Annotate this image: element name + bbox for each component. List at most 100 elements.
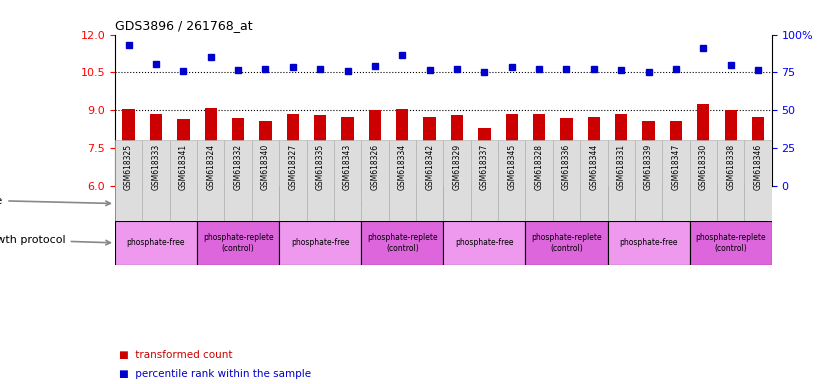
Text: growth protocol: growth protocol xyxy=(0,235,110,245)
Bar xyxy=(670,121,682,186)
Bar xyxy=(361,221,443,265)
Text: GSM618342: GSM618342 xyxy=(425,144,434,190)
Text: GSM618344: GSM618344 xyxy=(589,144,599,190)
Text: 6 hour: 6 hour xyxy=(507,197,544,210)
Bar xyxy=(506,114,518,186)
Bar xyxy=(615,114,627,186)
Text: GSM618335: GSM618335 xyxy=(316,144,324,190)
Text: GSM618334: GSM618334 xyxy=(398,144,406,190)
Bar xyxy=(525,140,553,221)
Bar xyxy=(259,121,272,186)
Bar xyxy=(170,140,197,221)
Bar xyxy=(470,140,498,221)
Text: phosphate-free: phosphate-free xyxy=(126,238,186,247)
Text: GSM618326: GSM618326 xyxy=(370,144,379,190)
Text: 0 hour: 0 hour xyxy=(178,197,216,210)
Text: GSM618331: GSM618331 xyxy=(617,144,626,190)
Text: GSM618324: GSM618324 xyxy=(206,144,215,190)
Bar xyxy=(334,140,361,221)
Text: GSM618328: GSM618328 xyxy=(534,144,544,190)
Text: ■  transformed count: ■ transformed count xyxy=(119,350,232,360)
Bar xyxy=(697,104,709,186)
Text: phosphate-free: phosphate-free xyxy=(619,238,678,247)
Text: phosphate-free: phosphate-free xyxy=(455,238,514,247)
Bar xyxy=(279,186,443,221)
Bar xyxy=(369,111,381,186)
Bar xyxy=(690,140,717,221)
Bar xyxy=(717,140,745,221)
Text: GSM618340: GSM618340 xyxy=(261,144,270,190)
Text: GDS3896 / 261768_at: GDS3896 / 261768_at xyxy=(115,19,253,32)
Bar xyxy=(635,140,663,221)
Bar xyxy=(115,140,142,221)
Bar xyxy=(279,221,361,265)
Text: GSM618327: GSM618327 xyxy=(288,144,297,190)
Bar xyxy=(451,116,463,186)
Bar xyxy=(525,221,608,265)
Bar xyxy=(314,116,327,186)
Bar xyxy=(478,128,491,186)
Bar xyxy=(416,140,443,221)
Bar xyxy=(663,140,690,221)
Bar xyxy=(150,114,163,186)
Bar xyxy=(197,221,279,265)
Text: 24 hour: 24 hour xyxy=(667,197,713,210)
Bar xyxy=(608,186,772,221)
Bar xyxy=(142,140,170,221)
Bar xyxy=(580,140,608,221)
Text: GSM618329: GSM618329 xyxy=(452,144,461,190)
Text: 1 hour: 1 hour xyxy=(342,197,380,210)
Bar xyxy=(745,140,772,221)
Bar xyxy=(533,114,545,186)
Text: phosphate-replete
(control): phosphate-replete (control) xyxy=(531,233,602,253)
Bar xyxy=(424,117,436,186)
Text: GSM618343: GSM618343 xyxy=(343,144,352,190)
Text: phosphate-replete
(control): phosphate-replete (control) xyxy=(367,233,438,253)
Text: GSM618330: GSM618330 xyxy=(699,144,708,190)
Bar xyxy=(690,221,772,265)
Bar xyxy=(443,140,470,221)
Bar xyxy=(197,140,224,221)
Bar xyxy=(361,140,388,221)
Text: phosphate-replete
(control): phosphate-replete (control) xyxy=(695,233,766,253)
Bar xyxy=(724,111,737,186)
Bar xyxy=(204,108,217,186)
Bar xyxy=(122,109,135,186)
Text: phosphate-replete
(control): phosphate-replete (control) xyxy=(203,233,273,253)
Text: time: time xyxy=(0,195,110,205)
Bar xyxy=(443,221,525,265)
Text: GSM618325: GSM618325 xyxy=(124,144,133,190)
Bar xyxy=(232,118,245,186)
Bar xyxy=(553,140,580,221)
Text: GSM618341: GSM618341 xyxy=(179,144,188,190)
Text: GSM618347: GSM618347 xyxy=(672,144,681,190)
Bar xyxy=(608,221,690,265)
Bar xyxy=(608,140,635,221)
Bar xyxy=(642,121,654,186)
Text: GSM618345: GSM618345 xyxy=(507,144,516,190)
Text: GSM618332: GSM618332 xyxy=(234,144,242,190)
Bar xyxy=(224,140,252,221)
Bar xyxy=(342,117,354,186)
Text: phosphate-free: phosphate-free xyxy=(291,238,350,247)
Bar xyxy=(561,118,573,186)
Bar xyxy=(588,117,600,186)
Bar xyxy=(279,140,306,221)
Bar xyxy=(388,140,416,221)
Text: GSM618339: GSM618339 xyxy=(644,144,653,190)
Bar xyxy=(115,186,279,221)
Text: GSM618333: GSM618333 xyxy=(152,144,160,190)
Bar xyxy=(177,119,190,186)
Bar xyxy=(252,140,279,221)
Bar xyxy=(287,114,299,186)
Bar xyxy=(397,109,409,186)
Bar xyxy=(115,221,197,265)
Text: GSM618346: GSM618346 xyxy=(754,144,763,190)
Text: ■  percentile rank within the sample: ■ percentile rank within the sample xyxy=(119,369,311,379)
Bar xyxy=(498,140,525,221)
Bar xyxy=(443,186,608,221)
Bar xyxy=(306,140,334,221)
Text: GSM618337: GSM618337 xyxy=(480,144,488,190)
Bar xyxy=(752,117,764,186)
Text: GSM618336: GSM618336 xyxy=(562,144,571,190)
